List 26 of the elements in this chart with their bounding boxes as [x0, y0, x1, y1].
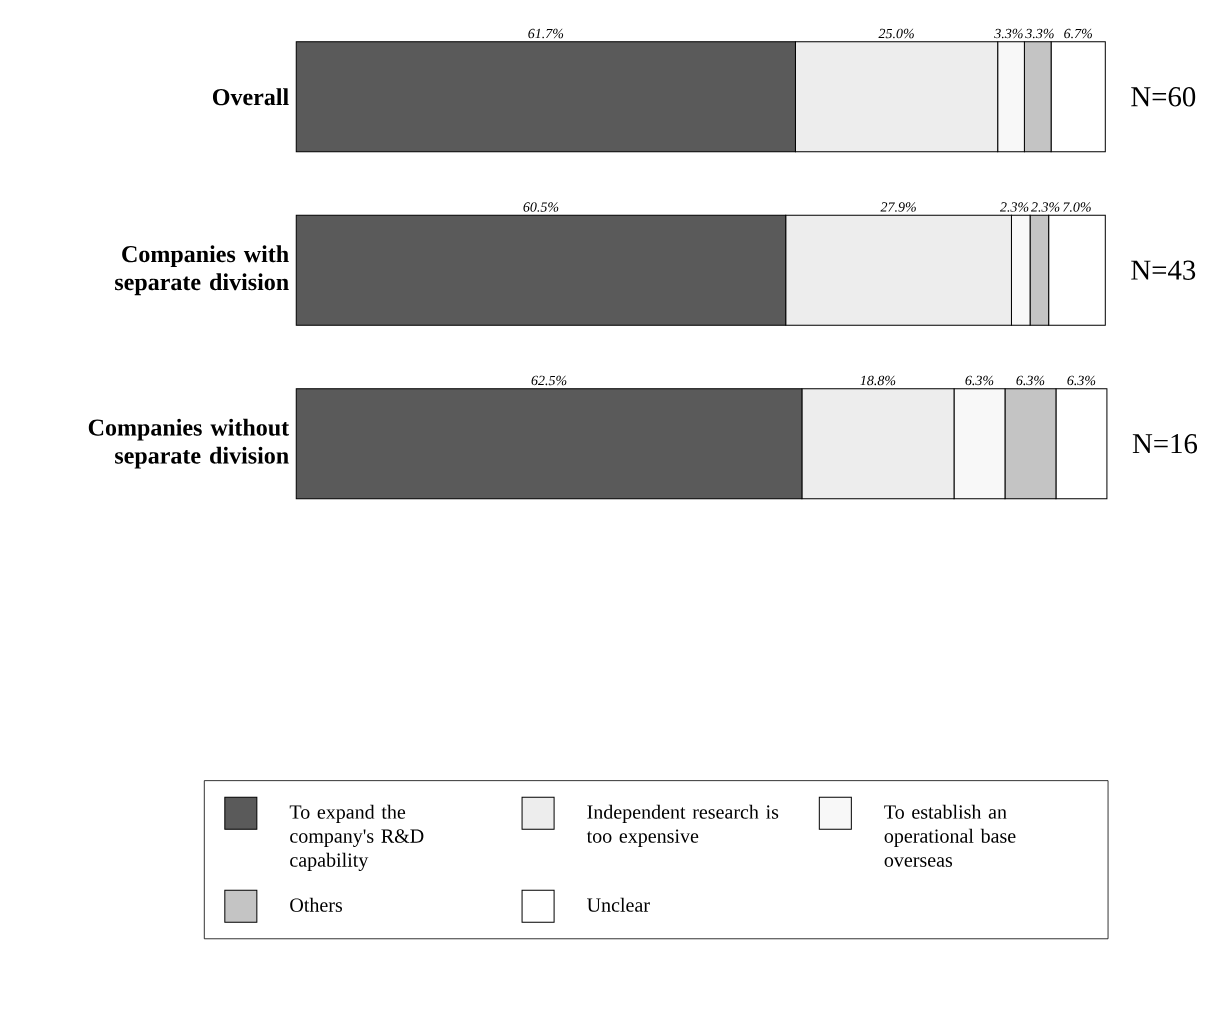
data-label: 2.3% [1030, 202, 1060, 212]
data-label: 62.5% [531, 375, 567, 386]
data-label: 2.3% [999, 202, 1029, 212]
text: N=60 [1131, 87, 1196, 107]
data-label: 3.3% [994, 28, 1023, 39]
y-tick-label: Overall [212, 88, 289, 106]
data-label: 3.3% [1025, 28, 1054, 39]
data-label: 6.3% [1016, 375, 1045, 386]
legend-label: Independent research is too expensive [586, 804, 779, 847]
legend-label: To expand the company's R&D capability [289, 804, 424, 872]
legend-label: Unclear [587, 897, 650, 912]
legend-label: Others [290, 897, 343, 912]
data-label: 61.7% [528, 28, 564, 39]
data-label: 60.5% [523, 202, 559, 212]
data-label: 6.3% [965, 375, 994, 386]
text: N=43 [1131, 260, 1196, 280]
y-tick-label: Companies without separate division [88, 418, 290, 469]
data-label: 18.8% [860, 375, 896, 386]
y-tick-label: Companies with separate division [115, 245, 289, 296]
data-label: 6.7% [1064, 28, 1092, 39]
data-label: 25.0% [878, 28, 914, 39]
data-label: 7.0% [1063, 202, 1091, 212]
data-label: 27.9% [880, 202, 916, 212]
text: N=16 [1132, 434, 1198, 454]
legend-label: To establish an operational base overseas [884, 804, 1016, 867]
data-label: 6.3% [1067, 375, 1096, 386]
